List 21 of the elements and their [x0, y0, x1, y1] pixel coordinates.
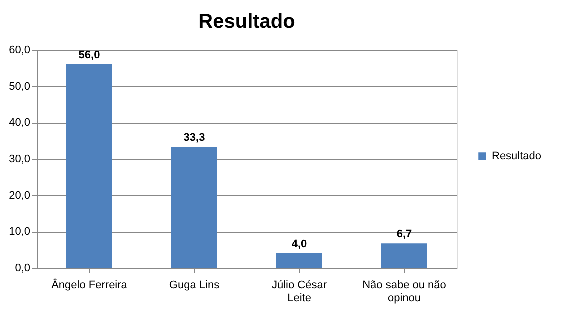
data-label: 33,3	[184, 132, 206, 144]
x-tick-label: Guga Lins	[169, 280, 220, 292]
bar	[66, 64, 112, 268]
y-tick-label: 10,0	[9, 226, 30, 238]
y-tick-label: 50,0	[9, 80, 30, 93]
data-label: 4,0	[292, 238, 308, 250]
legend-label: Resultado	[492, 150, 542, 162]
y-tick-label: 30,0	[9, 154, 30, 166]
y-tick-label: 0,0	[15, 262, 30, 274]
y-tick-label: 40,0	[9, 117, 30, 130]
bar	[276, 253, 322, 268]
chart-title: Resultado	[198, 11, 296, 33]
x-tick-label: Ângelo Ferreira	[52, 278, 128, 292]
data-label: 56,0	[78, 50, 100, 62]
y-tick-label: 20,0	[9, 190, 30, 202]
bar	[172, 147, 218, 268]
x-tick-label: Não sabe ou não opinou	[362, 280, 446, 304]
y-tick-label: 60,0	[9, 44, 30, 56]
data-label: 6,7	[396, 228, 412, 241]
bar	[382, 244, 428, 268]
x-tick-label: Júlio César Leite	[272, 280, 328, 304]
